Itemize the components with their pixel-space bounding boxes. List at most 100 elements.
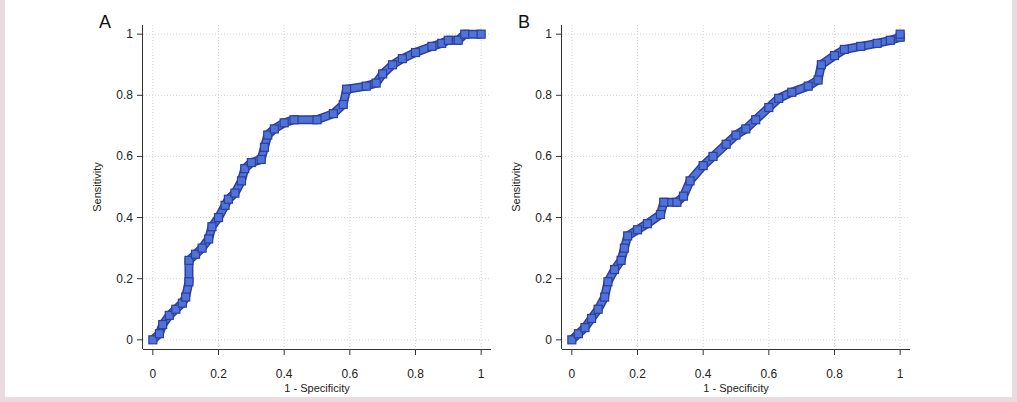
roc-point bbox=[398, 55, 406, 63]
roc-line-outline bbox=[153, 34, 481, 340]
y-tick bbox=[556, 156, 562, 157]
y-axis-line bbox=[142, 25, 143, 349]
y-tick-label: 0.6 bbox=[116, 149, 133, 163]
roc-point bbox=[699, 162, 707, 170]
x-axis-title: 1 - Specificity bbox=[703, 382, 769, 394]
x-tick bbox=[900, 349, 901, 355]
grid-line bbox=[143, 34, 491, 35]
panel: 0 0.2 0.4 0.6 0.8 1 0 0.2 0.4 0.6 0.8 1 1 - Specific… bbox=[5, 0, 1012, 397]
roc-point bbox=[686, 177, 694, 185]
y-tick-label: 0.8 bbox=[116, 88, 133, 102]
y-tick bbox=[137, 278, 143, 279]
y-tick-label: 1 bbox=[126, 27, 133, 41]
y-tick bbox=[556, 95, 562, 96]
roc-point bbox=[660, 198, 668, 206]
roc-point bbox=[155, 330, 163, 338]
y-tick-label: 0.4 bbox=[535, 211, 552, 225]
data-group bbox=[149, 30, 485, 344]
roc-point bbox=[379, 70, 387, 78]
grid-line bbox=[562, 339, 910, 340]
y-tick bbox=[137, 217, 143, 218]
roc-point bbox=[594, 305, 602, 313]
roc-point bbox=[857, 42, 865, 50]
roc-point bbox=[840, 45, 848, 53]
x-tick bbox=[349, 349, 350, 355]
roc-point bbox=[343, 85, 351, 93]
y-tick bbox=[556, 34, 562, 35]
roc-point bbox=[709, 152, 717, 160]
roc-line-outline bbox=[572, 34, 900, 340]
roc-point bbox=[656, 211, 664, 219]
y-axis-line bbox=[561, 25, 562, 349]
x-tick-label: 0 bbox=[150, 367, 157, 381]
roc-point bbox=[159, 321, 167, 329]
roc-point bbox=[765, 104, 773, 112]
grid-line bbox=[562, 95, 910, 96]
x-tick-label: 0.4 bbox=[276, 367, 293, 381]
grid-line bbox=[143, 217, 491, 218]
roc-line bbox=[153, 34, 481, 340]
roc-point bbox=[257, 155, 265, 163]
chart-b: 00.20.40.60.8100.20.40.60.811 - Specific… bbox=[510, 12, 910, 394]
y-tick-label: 0 bbox=[545, 333, 552, 347]
grid-line bbox=[143, 95, 491, 96]
roc-point bbox=[752, 116, 760, 124]
roc-point bbox=[185, 278, 193, 286]
roc-point bbox=[280, 119, 288, 127]
grid-line bbox=[703, 25, 704, 349]
grid-line bbox=[349, 25, 350, 349]
y-tick bbox=[137, 34, 143, 35]
x-tick bbox=[571, 349, 572, 355]
roc-point bbox=[581, 324, 589, 332]
grid-line bbox=[562, 217, 910, 218]
roc-point bbox=[247, 159, 255, 167]
roc-point bbox=[313, 116, 321, 124]
x-tick-label: 0.8 bbox=[826, 367, 843, 381]
roc-point bbox=[477, 30, 485, 38]
y-tick-label: 0.2 bbox=[116, 272, 133, 286]
roc-point bbox=[817, 61, 825, 69]
roc-point bbox=[722, 140, 730, 148]
roc-point bbox=[389, 61, 397, 69]
x-tick bbox=[481, 349, 482, 355]
roc-point bbox=[624, 232, 632, 240]
x-tick-label: 0.6 bbox=[341, 367, 358, 381]
roc-point bbox=[461, 30, 469, 38]
x-tick-label: 0 bbox=[569, 367, 576, 381]
grid-line bbox=[900, 25, 901, 349]
roc-point bbox=[215, 214, 223, 222]
roc-point bbox=[679, 192, 687, 200]
x-tick bbox=[415, 349, 416, 355]
roc-point bbox=[290, 116, 298, 124]
roc-point bbox=[775, 94, 783, 102]
y-axis-title: Sensitivity bbox=[510, 162, 522, 212]
roc-point bbox=[208, 223, 216, 231]
roc-point bbox=[620, 244, 628, 252]
grid-line bbox=[143, 156, 491, 157]
roc-point bbox=[732, 131, 740, 139]
x-tick-label: 0.2 bbox=[210, 367, 227, 381]
x-tick-label: 0.6 bbox=[760, 367, 777, 381]
roc-point bbox=[270, 125, 278, 133]
roc-point bbox=[742, 125, 750, 133]
x-tick bbox=[703, 349, 704, 355]
roc-point bbox=[260, 143, 268, 151]
x-axis-line bbox=[143, 349, 491, 350]
grid-line bbox=[415, 25, 416, 349]
grid-line bbox=[768, 25, 769, 349]
roc-point bbox=[362, 82, 370, 90]
roc-point bbox=[604, 278, 612, 286]
roc-point bbox=[643, 220, 651, 228]
panel-title: A bbox=[99, 12, 111, 32]
grid-line bbox=[143, 278, 491, 279]
x-tick bbox=[637, 349, 638, 355]
y-tick bbox=[137, 339, 143, 340]
y-tick-label: 1 bbox=[545, 27, 552, 41]
grid-line bbox=[834, 25, 835, 349]
y-tick-label: 0.4 bbox=[116, 211, 133, 225]
x-tick bbox=[218, 349, 219, 355]
data-group bbox=[568, 30, 904, 344]
grid-line bbox=[218, 25, 219, 349]
x-tick-label: 1 bbox=[478, 367, 485, 381]
roc-point bbox=[634, 226, 642, 234]
